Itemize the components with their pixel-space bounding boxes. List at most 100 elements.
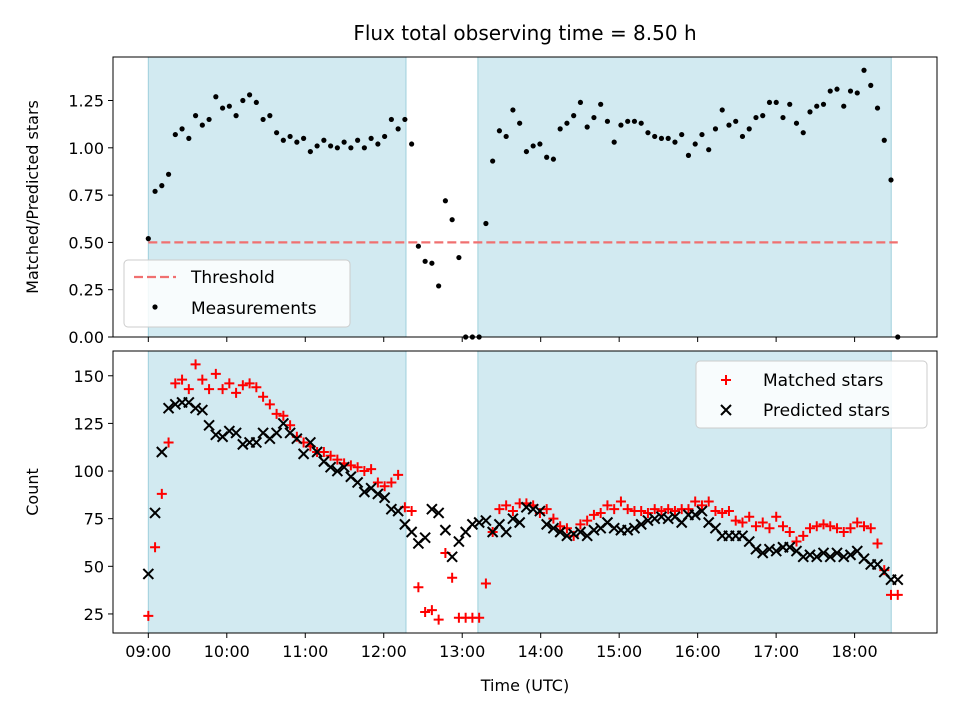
data-point (844, 549, 857, 561)
data-point (807, 109, 813, 115)
data-point (311, 446, 323, 458)
data-point (197, 374, 208, 385)
data-point (571, 113, 577, 119)
data-point (554, 526, 566, 538)
data-point (447, 572, 458, 583)
data-point (507, 506, 518, 517)
data-point (817, 547, 830, 559)
data-point (359, 466, 370, 477)
data-point (793, 120, 800, 126)
data-point (224, 378, 235, 389)
data-point (366, 464, 377, 475)
data-point (868, 82, 874, 88)
data-point (152, 188, 158, 194)
data-point (588, 524, 600, 536)
data-point (237, 438, 249, 451)
data-point (723, 506, 734, 517)
y-tick-label: 0.25 (68, 281, 104, 300)
data-point (550, 156, 557, 162)
data-point (777, 521, 788, 532)
data-point (237, 380, 248, 391)
data-point (402, 116, 408, 123)
data-point (163, 437, 174, 448)
x-tick-label: 14:00 (518, 642, 564, 661)
data-point (820, 101, 827, 107)
legend-label: Predicted stars (763, 401, 890, 421)
data-point (791, 536, 802, 547)
data-point (375, 141, 381, 147)
y-tick-label: 150 (73, 367, 104, 386)
data-point (500, 526, 512, 538)
data-point (567, 528, 580, 540)
data-point (787, 101, 793, 107)
data-point (338, 461, 350, 473)
data-point (426, 503, 438, 515)
y-tick-label: 100 (73, 462, 104, 481)
data-point (372, 477, 383, 488)
data-point (273, 130, 280, 136)
legend-label: Threshold (190, 268, 275, 288)
data-point (649, 504, 660, 515)
data-point (665, 135, 671, 141)
axes-frame (112, 56, 938, 338)
data-point (854, 90, 860, 96)
data-point (496, 128, 503, 134)
y-tick-label: 75 (84, 510, 104, 529)
data-point (260, 116, 266, 123)
data-point (710, 506, 721, 517)
data-point (861, 67, 867, 73)
x-tick-label: 16:00 (675, 642, 721, 661)
data-point (744, 511, 755, 522)
data-point (267, 113, 273, 119)
data-point (341, 139, 347, 145)
data-point (258, 391, 269, 402)
data-point (358, 486, 371, 498)
data-point (523, 148, 530, 155)
data-point (604, 118, 611, 124)
data-point (888, 177, 894, 183)
data-point (824, 551, 836, 563)
data-point (217, 384, 228, 395)
data-point (480, 578, 491, 589)
data-point (231, 387, 242, 398)
data-point (378, 492, 391, 504)
data-point (368, 135, 374, 141)
data-point (490, 158, 496, 164)
data-point (622, 504, 633, 515)
data-point (170, 378, 181, 389)
data-point (577, 99, 584, 106)
data-point (757, 547, 769, 559)
data-point (717, 507, 728, 518)
x-tick-label: 10:00 (204, 642, 250, 661)
data-point (246, 92, 253, 98)
data-point (621, 524, 634, 536)
top-panel: 0.00 0.25 0.50 0.75 1.00 1.25 Matched/Predicte… (23, 56, 938, 347)
legend-matched-swatch (721, 375, 731, 385)
data-point (352, 462, 363, 473)
data-point (574, 526, 587, 538)
data-point (270, 427, 283, 439)
data-point (156, 488, 167, 499)
data-point (847, 88, 854, 94)
data-point (764, 523, 775, 534)
data-point (142, 568, 155, 580)
data-point (291, 432, 303, 445)
data-point (690, 496, 701, 507)
data-point (838, 527, 849, 538)
data-point (203, 419, 215, 432)
data-point (575, 519, 586, 530)
data-point (388, 116, 394, 123)
data-point (406, 506, 417, 517)
data-point (628, 522, 641, 534)
data-point (439, 524, 452, 536)
data-point (392, 505, 404, 517)
data-point (501, 500, 512, 511)
y-tick-label: 0.50 (68, 233, 104, 252)
data-point (351, 476, 364, 489)
data-point (192, 113, 199, 119)
data-point (348, 145, 354, 151)
data-point (658, 135, 665, 141)
data-point (757, 517, 768, 528)
y-tick-label: 1.00 (68, 139, 104, 158)
data-point (149, 507, 161, 519)
